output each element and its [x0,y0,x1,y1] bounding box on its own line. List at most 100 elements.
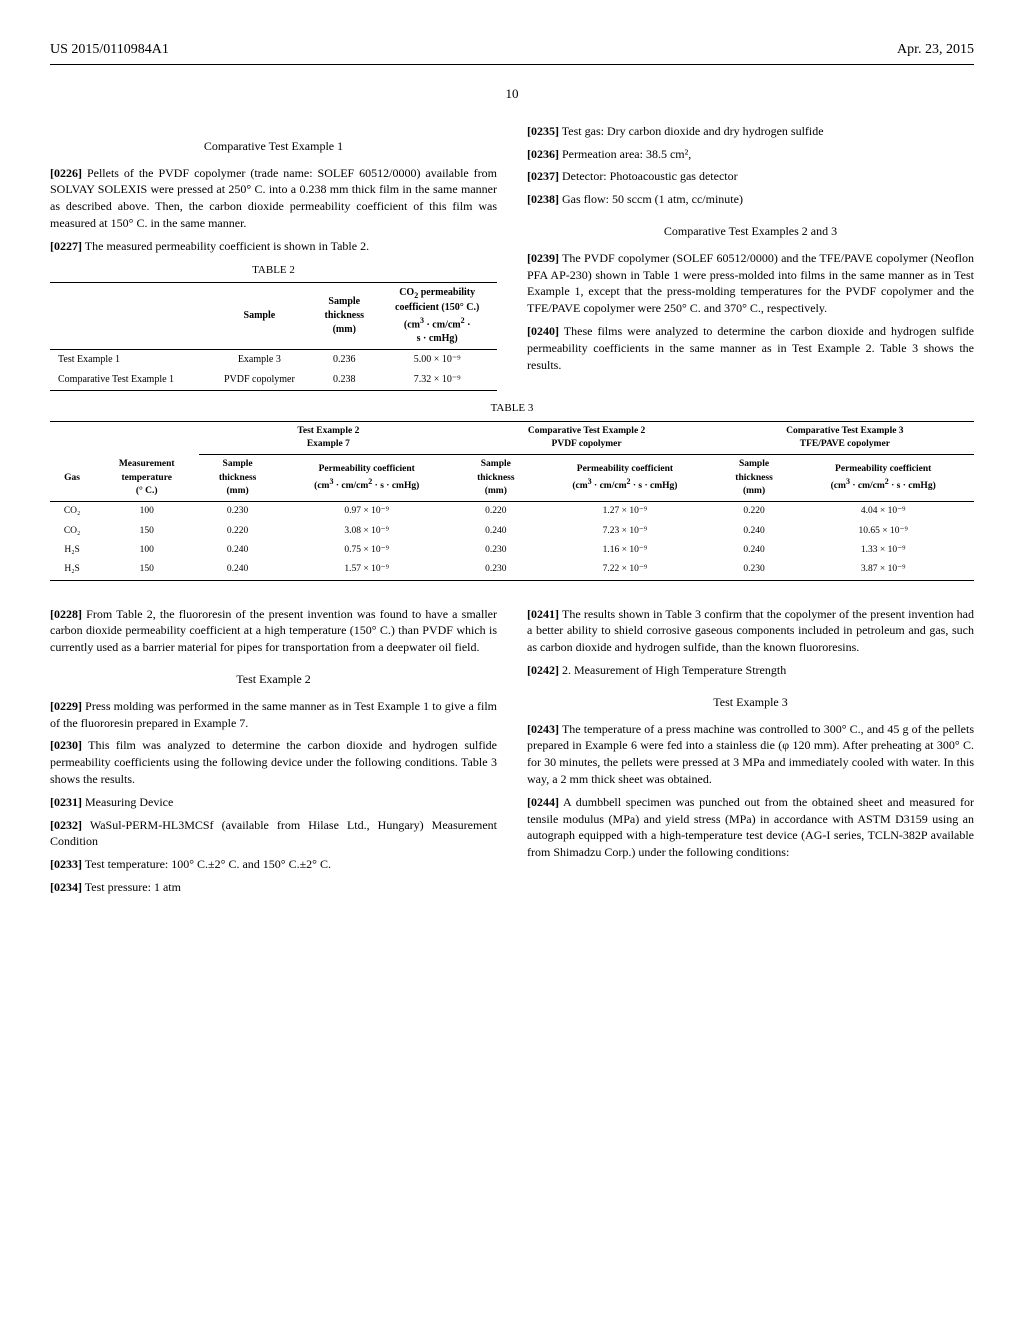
para-0239: [0239] The PVDF copolymer (SOLEF 60512/0… [527,250,974,317]
para-num: [0239] [527,251,559,265]
left-column-upper: Comparative Test Example 1 [0226] Pellet… [50,123,497,392]
cell: 7.22 × 10⁻⁹ [534,560,716,580]
table-row: CO₂1500.2203.08 × 10⁻⁹0.2407.23 × 10⁻⁹0.… [50,522,974,541]
cell: 0.240 [199,541,276,560]
para-num: [0231] [50,795,82,809]
table-row: CO₂1000.2300.97 × 10⁻⁹0.2201.27 × 10⁻⁹0.… [50,502,974,522]
cell: 0.75 × 10⁻⁹ [276,541,458,560]
cell: 0.240 [716,541,793,560]
para-text: This film was analyzed to determine the … [50,738,497,786]
test-ex2-title: Test Example 2 [50,671,497,688]
test-ex3-title: Test Example 3 [527,694,974,711]
cell: 0.97 × 10⁻⁹ [276,502,458,522]
table3-group3: Comparative Test Example 3TFE/PAVE copol… [716,421,974,455]
cell: PVDF copolymer [208,370,312,391]
para-0236: [0236] Permeation area: 38.5 cm², [527,146,974,163]
para-text: The PVDF copolymer (SOLEF 60512/0000) an… [527,251,974,315]
cell: 1.57 × 10⁻⁹ [276,560,458,580]
para-text: 2. Measurement of High Temperature Stren… [562,663,786,677]
table3-h-thickness: Samplethickness(mm) [716,455,793,502]
table-row: Comparative Test Example 1PVDF copolymer… [50,370,497,391]
para-0242: [0242] 2. Measurement of High Temperatur… [527,662,974,679]
cell: 0.230 [457,541,534,560]
para-num: [0226] [50,166,82,180]
para-0241: [0241] The results shown in Table 3 conf… [527,606,974,656]
para-0227: [0227] The measured permeability coeffic… [50,238,497,255]
right-column-upper: [0235] Test gas: Dry carbon dioxide and … [527,123,974,392]
cell: 7.23 × 10⁻⁹ [534,522,716,541]
para-text: These films were analyzed to determine t… [527,324,974,372]
cell: 0.238 [311,370,377,391]
cell: 0.230 [716,560,793,580]
cell: Test Example 1 [50,350,208,371]
para-text: Pellets of the PVDF copolymer (trade nam… [50,166,497,230]
publication-number: US 2015/0110984A1 [50,40,169,60]
lower-columns: [0228] From Table 2, the fluororesin of … [50,606,974,902]
table3-h-thickness: Samplethickness(mm) [457,455,534,502]
para-text: Press molding was performed in the same … [50,699,497,730]
para-num: [0235] [527,124,559,138]
table3-h-thickness: Samplethickness(mm) [199,455,276,502]
cell: 7.32 × 10⁻⁹ [377,370,497,391]
table2-h-thickness: Samplethickness(mm) [311,282,377,350]
para-text: A dumbbell specimen was punched out from… [527,795,974,859]
cell: 1.27 × 10⁻⁹ [534,502,716,522]
cell: 1.33 × 10⁻⁹ [792,541,974,560]
para-num: [0244] [527,795,559,809]
comp-test-23-title: Comparative Test Examples 2 and 3 [527,223,974,240]
page-number: 10 [50,85,974,103]
cell: 0.240 [716,522,793,541]
cell: H₂S [50,541,94,560]
cell: 0.230 [199,502,276,522]
para-0234: [0234] Test pressure: 1 atm [50,879,497,896]
cell: 100 [94,541,199,560]
para-0243: [0243] The temperature of a press machin… [527,721,974,788]
cell: 0.236 [311,350,377,371]
cell: Example 3 [208,350,312,371]
table3-title: TABLE 3 [50,401,974,416]
para-0228: [0228] From Table 2, the fluororesin of … [50,606,497,656]
table-row: H₂S1000.2400.75 × 10⁻⁹0.2301.16 × 10⁻⁹0.… [50,541,974,560]
right-column-lower: [0241] The results shown in Table 3 conf… [527,606,974,902]
para-text: From Table 2, the fluororesin of the pre… [50,607,497,655]
para-text: Gas flow: 50 sccm (1 atm, cc/minute) [562,192,743,206]
upper-columns: Comparative Test Example 1 [0226] Pellet… [50,123,974,392]
cell: 100 [94,502,199,522]
para-num: [0243] [527,722,559,736]
table3-h-gas: Gas [50,455,94,502]
para-0229: [0229] Press molding was performed in th… [50,698,497,732]
table3-h-perm: Permeability coefficient(cm3 · cm/cm2 · … [792,455,974,502]
para-num: [0236] [527,147,559,161]
para-0232: [0232] WaSul-PERM-HL3MCSf (available fro… [50,817,497,851]
table3-group2: Comparative Test Example 2PVDF copolymer [457,421,715,455]
para-num: [0228] [50,607,82,621]
para-0237: [0237] Detector: Photoacoustic gas detec… [527,168,974,185]
para-num: [0234] [50,880,82,894]
cell: 0.240 [199,560,276,580]
cell: Comparative Test Example 1 [50,370,208,391]
para-0230: [0230] This film was analyzed to determi… [50,737,497,787]
para-0244: [0244] A dumbbell specimen was punched o… [527,794,974,861]
table-row: Test Example 1Example 30.2365.00 × 10⁻⁹ [50,350,497,371]
para-0238: [0238] Gas flow: 50 sccm (1 atm, cc/minu… [527,191,974,208]
page-header: US 2015/0110984A1 Apr. 23, 2015 [50,40,974,65]
para-num: [0230] [50,738,82,752]
para-text: Test pressure: 1 atm [85,880,181,894]
para-num: [0233] [50,857,82,871]
para-text: Measuring Device [85,795,173,809]
table3-h-perm: Permeability coefficient(cm3 · cm/cm2 · … [534,455,716,502]
table3-container: TABLE 3 Test Example 2Example 7 Comparat… [50,401,974,580]
table2-title: TABLE 2 [50,263,497,278]
para-text: The measured permeability coefficient is… [85,239,369,253]
comp-test-1-title: Comparative Test Example 1 [50,138,497,155]
cell: 5.00 × 10⁻⁹ [377,350,497,371]
para-num: [0232] [50,818,82,832]
para-num: [0241] [527,607,559,621]
para-text: The results shown in Table 3 confirm tha… [527,607,974,655]
para-text: Test gas: Dry carbon dioxide and dry hyd… [562,124,824,138]
para-num: [0229] [50,699,82,713]
cell: 3.08 × 10⁻⁹ [276,522,458,541]
cell: 1.16 × 10⁻⁹ [534,541,716,560]
para-0231: [0231] Measuring Device [50,794,497,811]
para-text: Test temperature: 100° C.±2° C. and 150°… [85,857,331,871]
